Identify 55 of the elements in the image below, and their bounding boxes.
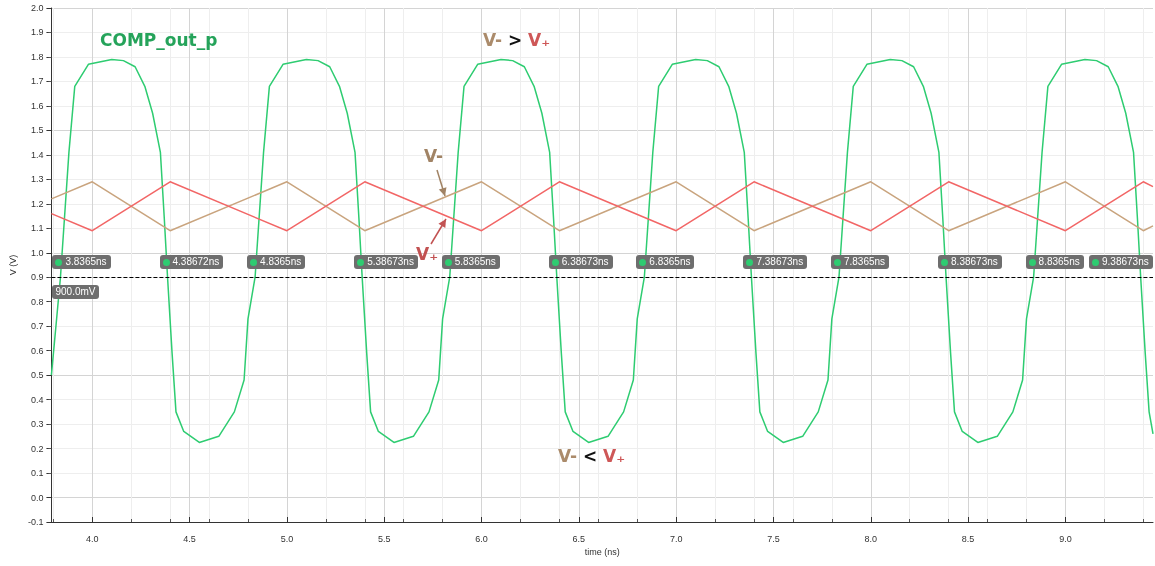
x-tick-label: 4.0 (86, 533, 99, 544)
y-tick-label: 0.4 (30, 394, 44, 405)
annotation: 4.8365ns (260, 255, 302, 270)
annotation: 7.38673ns (756, 255, 804, 270)
annotation: V- > V₊ (483, 30, 551, 50)
x-axis-title: time (ns) (584, 547, 620, 558)
y-tick-label: 1.0 (30, 247, 44, 258)
x-tick-label: 8.0 (864, 533, 878, 544)
y-tick-label: 0.7 (30, 321, 44, 332)
annotation: V- < V₊ (558, 446, 626, 466)
series-label: V₊ (416, 244, 439, 264)
y-axis-title: V (V) (7, 254, 18, 276)
series-label: V- (424, 146, 443, 166)
y-tick-label: 1.7 (30, 76, 44, 87)
x-tick-label: 9.0 (1059, 533, 1072, 544)
x-tick-label: 8.5 (961, 533, 975, 544)
y-tick-label: 0.2 (30, 443, 44, 454)
y-tick-label: 0.8 (30, 296, 44, 307)
y-tick-label: 0.9 (30, 272, 44, 283)
y-tick-label: 1.3 (30, 174, 44, 185)
y-tick-label: 0.5 (30, 370, 44, 381)
x-tick-label: 5.0 (280, 533, 294, 544)
annotation: 7.8365ns (843, 255, 886, 270)
annotation: 3.8365ns (65, 255, 107, 270)
y-tick-label: 1.2 (30, 198, 44, 209)
x-tick-label: 7.5 (767, 533, 780, 544)
y-tick-label: 0.0 (30, 492, 44, 503)
y-tick-label: 2.0 (30, 3, 44, 13)
y-tick-label: -0.1 (27, 517, 44, 527)
y-tick-label: 1.4 (30, 149, 44, 160)
y-tick-label: 1.5 (30, 125, 44, 136)
annotation: 6.38673ns (561, 255, 609, 270)
x-tick-label: 6.5 (572, 533, 586, 544)
line-series (50, 181, 1154, 232)
annotation: 5.38673ns (367, 255, 414, 270)
line-series (50, 58, 1154, 444)
annotation: 4.38672ns (172, 255, 220, 270)
annotation: 5.8365ns (454, 255, 496, 270)
y-tick-label: 0.1 (30, 468, 44, 479)
annotation: 8.8365ns (1038, 255, 1080, 270)
y-tick-label: 0.6 (30, 345, 44, 356)
y-tick-label: 1.9 (30, 27, 44, 38)
annotation: 8.38673ns (951, 255, 998, 270)
y-tick-label: 1.1 (30, 223, 44, 234)
x-tick-label: 6.0 (475, 533, 488, 544)
annotation: 900.0mV (55, 285, 96, 300)
annotation: 9.38673ns (1102, 255, 1149, 270)
y-tick-label: 0.3 (30, 419, 44, 430)
x-tick-label: 7.0 (669, 533, 683, 544)
x-tick-label: 5.5 (377, 533, 391, 544)
y-tick-label: 1.8 (30, 51, 44, 62)
annotation: 6.8365ns (649, 255, 691, 270)
y-tick-label: 1.6 (30, 100, 44, 111)
x-tick-label: 4.5 (183, 533, 196, 544)
series-label: COMP_out_p (100, 30, 218, 50)
